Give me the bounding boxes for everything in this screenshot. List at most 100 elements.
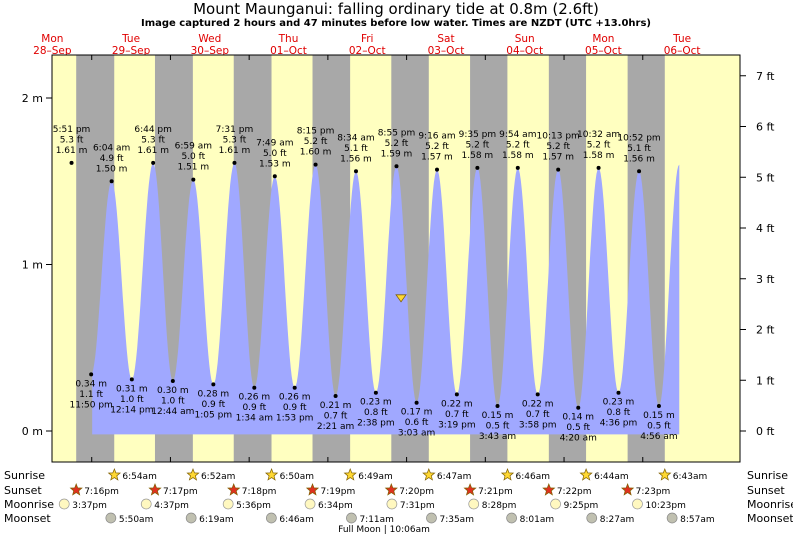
low-tide-label: 3:43 am [479,432,516,442]
y-right-tick-label: 7 ft [756,70,775,83]
low-tide-label: 2:38 pm [357,419,395,429]
day-date: 01–Oct [270,45,307,57]
low-tide-label: 0.5 ft [566,423,590,433]
tide-point [292,385,297,390]
high-tide-label: 1.51 m [177,163,209,173]
low-tide-label: 1:05 pm [195,410,233,420]
y-left-tick-label: 2 m [22,92,43,105]
low-tide-label: 0.5 ft [647,422,671,432]
moonrise-time: 10:23pm [645,501,685,511]
low-tide-label: 0.7 ft [526,410,550,420]
current-level-marker [395,294,407,303]
tide-point [556,167,561,172]
high-tide-label: 7:49 am [256,138,293,148]
moonset-icon [266,512,277,524]
sunset-time: 7:22pm [557,487,592,497]
high-tide-label: 9:16 am [418,132,455,142]
tide-point [232,160,237,165]
high-tide-label: 5.3 ft [141,135,165,145]
tide-series [92,162,680,435]
moonset-time: 6:19am [199,515,234,525]
low-tide-label: 0.15 m [643,411,675,421]
tide-point [656,404,661,409]
high-tide-label: 1.61 m [56,146,88,156]
moonset-icon [346,512,357,524]
sunset-time: 7:16pm [84,487,119,497]
day-labels: Mon28–SepTue29–SepWed30–SepThu01–OctFri0… [33,33,700,57]
low-tide-label: 1.0 ft [120,395,144,405]
tide-point [495,404,500,409]
day-name: Fri [361,33,374,45]
sunrise-icon [422,468,436,481]
tide-point [475,165,480,170]
day-name: Tue [672,33,691,45]
low-tide-label: 0.7 ft [324,412,348,422]
sunset-time: 7:21pm [478,487,513,497]
sunset-icon [148,483,162,496]
low-tide-label: 0.28 m [198,389,230,399]
sunset-time: 7:23pm [636,487,671,497]
sunset-icon [227,483,241,496]
high-tide-label: 1.57 m [542,153,574,163]
tide-point [129,377,134,382]
moonrise-icon [304,498,316,510]
high-tide-label: 10:32 am [577,130,620,140]
day-name: Tue [121,33,140,45]
low-tide-label: 0.17 m [401,408,433,418]
tide-point [373,390,378,395]
chart-title: Mount Maunganui: falling ordinary tide a… [193,0,599,18]
low-tide-label: 0.9 ft [283,403,307,413]
moonrise-time: 3:37pm [72,501,107,511]
low-tide-label: 0.9 ft [201,400,225,410]
tide-point [69,160,74,165]
moonset-icon [185,512,197,524]
low-tide-label: 0.30 m [157,386,189,396]
low-tide-label: 1.1 ft [79,390,103,400]
y-right-tick-label: 2 ft [756,324,775,337]
row-label-left: Sunset [4,484,42,497]
sunset-icon [463,483,477,496]
high-tide-label: 1.61 m [219,146,251,156]
high-tide-label: 1.58 m [462,151,494,161]
low-tide-label: 0.22 m [522,399,554,409]
sunrise-time: 6:44am [594,472,629,482]
low-tide-label: 2:21 am [317,422,354,432]
day-date: 06–Oct [664,45,701,57]
chart-subtitle: Image captured 2 hours and 47 minutes be… [141,18,651,29]
moonset-time: 7:11am [359,515,394,525]
low-tide-label: 3:58 pm [519,420,557,430]
high-tide-label: 8:55 pm [378,128,416,138]
low-tide-label: 1:34 am [236,414,273,424]
tide-point [313,162,318,167]
sunrise-time: 6:46am [516,472,551,482]
sunrise-icon [500,468,515,481]
high-tide-label: 5.2 ft [506,140,530,150]
tide-point [211,382,216,387]
moonset-time: 5:50am [119,515,154,525]
high-tide-label: 6:04 am [93,143,130,153]
high-tide-label: 1.61 m [137,146,169,156]
high-tide-label: 4.9 ft [100,154,124,164]
y-left-tick-label: 0 m [22,425,43,438]
moonset-time: 8:01am [520,515,555,525]
y-right-tick-label: 3 ft [756,273,775,286]
high-tide-label: 1.56 m [340,154,372,164]
high-tide-label: 5.1 ft [627,144,651,154]
sunrise-icon [186,468,200,481]
moonset-time: 8:27am [600,515,635,525]
high-tide-label: 5.2 ft [385,139,409,149]
moonrise-icon [632,498,643,510]
low-tide-label: 0.21 m [320,401,352,411]
tide-point [576,405,581,410]
day-name: Sun [515,33,535,45]
low-tide-label: 4:20 am [560,434,597,444]
tide-point [394,164,399,169]
low-tide-label: 0.5 ft [486,422,510,432]
low-tide-label: 0.34 m [75,379,107,389]
moonset-time: 8:57am [680,515,715,525]
tide-point [637,169,642,174]
high-tide-label: 5.2 ft [466,140,490,150]
day-date: 03–Oct [428,45,465,57]
y-right-tick-label: 4 ft [756,222,775,235]
moonrise-time: 9:25pm [564,501,599,511]
